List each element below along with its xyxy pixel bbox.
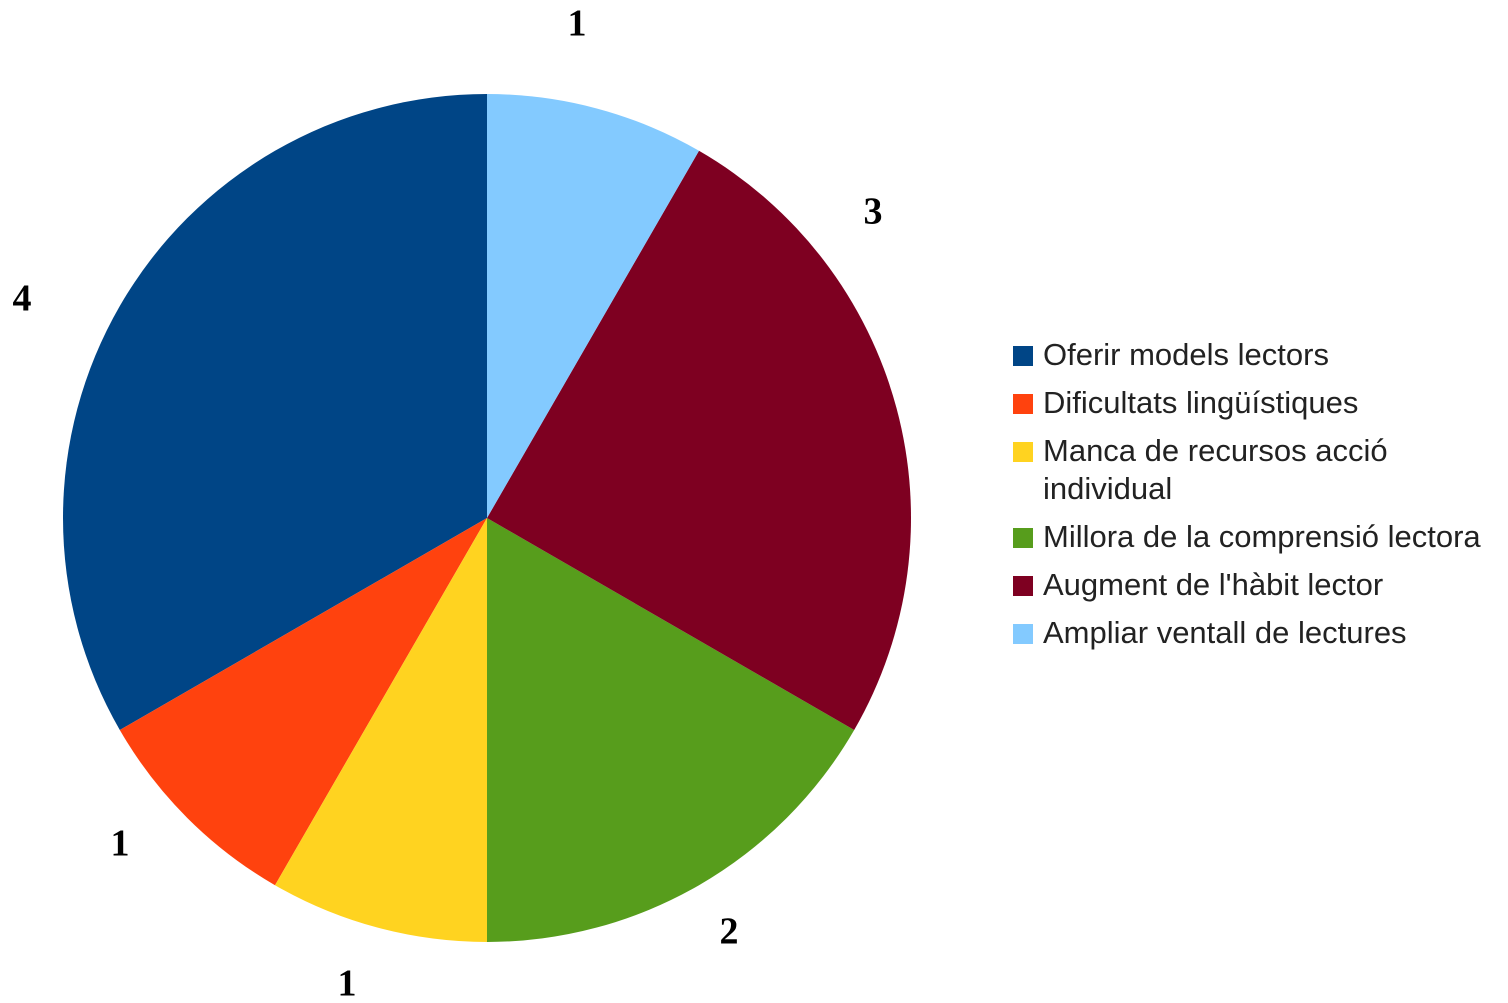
data-label: 3	[864, 191, 883, 233]
data-label: 1	[111, 823, 130, 865]
pie-slice	[487, 518, 855, 942]
legend: Oferir models lectors Dificultats lingüís…	[1010, 336, 1500, 662]
legend-label: Oferir models lectors	[1043, 337, 1329, 372]
legend-label: Millora de la comprensió lectora	[1043, 519, 1481, 554]
pie-slice	[119, 518, 487, 886]
legend-item: Dificultats lingüístiques	[1010, 384, 1500, 422]
legend-swatch	[1013, 528, 1033, 548]
legend-item: Ampliar ventall de lectures	[1010, 614, 1500, 652]
legend-label: Ampliar ventall de lectures	[1043, 615, 1407, 650]
legend-label: Augment de l'hàbit lector	[1043, 567, 1384, 602]
legend-label: Dificultats lingüístiques	[1043, 385, 1359, 420]
legend-swatch	[1013, 442, 1033, 462]
pie-slice	[487, 150, 911, 730]
legend-swatch	[1013, 346, 1033, 366]
legend-swatch	[1013, 394, 1033, 414]
pie-slice	[487, 94, 699, 518]
legend-item: Augment de l'hàbit lector	[1010, 566, 1500, 604]
data-label: 1	[338, 963, 357, 1003]
pie-slice	[275, 518, 487, 942]
pie-slice	[62, 94, 487, 730]
chart: 4 1 1 2 3 1	[13, 3, 911, 1003]
data-label: 1	[568, 3, 587, 45]
data-label: 4	[13, 278, 32, 320]
legend-item: Millora de la comprensió lectora	[1010, 518, 1500, 556]
legend-swatch	[1013, 624, 1033, 644]
data-label: 2	[720, 911, 739, 953]
legend-label: Manca de recursos acció individual	[1043, 433, 1388, 506]
legend-swatch	[1013, 576, 1033, 596]
legend-item: Manca de recursos acció individual	[1010, 432, 1500, 508]
legend-item: Oferir models lectors	[1010, 336, 1500, 374]
